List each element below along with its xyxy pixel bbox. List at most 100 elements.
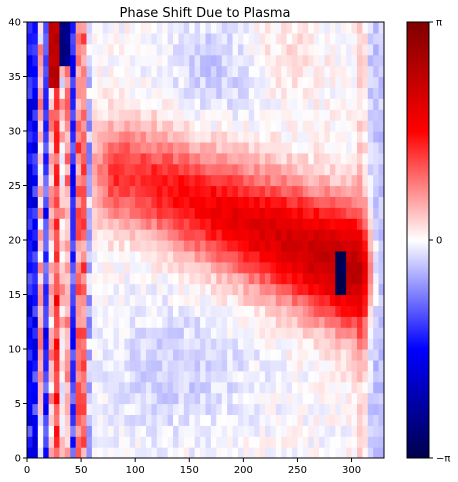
heatmap-cell bbox=[286, 43, 293, 56]
heatmap-cell bbox=[162, 316, 169, 328]
heatmap-cell bbox=[227, 229, 234, 241]
heatmap-cell bbox=[156, 272, 163, 285]
heatmap-cell bbox=[54, 141, 61, 154]
heatmap-cell bbox=[48, 54, 55, 67]
heatmap-cell bbox=[227, 109, 234, 121]
heatmap-cell bbox=[37, 425, 44, 437]
heatmap-cell bbox=[292, 185, 299, 197]
heatmap-cell bbox=[346, 185, 353, 197]
heatmap-cell bbox=[75, 436, 82, 448]
heatmap-cell bbox=[324, 109, 331, 121]
heatmap-cell bbox=[232, 65, 239, 78]
heatmap-cell bbox=[86, 98, 93, 110]
heatmap-cell bbox=[194, 87, 201, 99]
heatmap-cell bbox=[367, 305, 374, 317]
heatmap-cell bbox=[254, 294, 261, 306]
heatmap-cell bbox=[27, 76, 34, 88]
heatmap-cell bbox=[275, 283, 282, 296]
heatmap-cell bbox=[59, 76, 66, 88]
heatmap-cell bbox=[135, 359, 142, 372]
heatmap-cell bbox=[324, 141, 331, 154]
heatmap-cell bbox=[292, 414, 299, 426]
heatmap-cell bbox=[43, 392, 50, 405]
heatmap-cell bbox=[86, 359, 93, 372]
heatmap-cell bbox=[254, 207, 261, 219]
heatmap-cell bbox=[237, 305, 244, 317]
heatmap-cell bbox=[97, 152, 104, 165]
heatmap-cell bbox=[173, 32, 180, 45]
heatmap-cell bbox=[275, 392, 282, 405]
heatmap-cell bbox=[275, 54, 282, 67]
heatmap-cell bbox=[232, 141, 239, 154]
heatmap-cell bbox=[281, 207, 288, 219]
heatmap-cell bbox=[362, 22, 369, 34]
heatmap-cell bbox=[183, 436, 190, 448]
heatmap-cell bbox=[75, 425, 82, 437]
heatmap-cell bbox=[286, 131, 293, 143]
heatmap-cell bbox=[156, 283, 163, 296]
heatmap-cell bbox=[346, 43, 353, 56]
heatmap-cell bbox=[302, 316, 309, 328]
heatmap-cell bbox=[292, 316, 299, 328]
heatmap-cell bbox=[32, 370, 39, 383]
heatmap-cell bbox=[48, 359, 55, 372]
heatmap-cell bbox=[221, 43, 228, 56]
heatmap-cell bbox=[362, 163, 369, 176]
heatmap-cell bbox=[373, 381, 380, 394]
heatmap-cell bbox=[227, 32, 234, 45]
heatmap-cell bbox=[64, 54, 71, 67]
heatmap-cell bbox=[102, 425, 109, 437]
heatmap-cell bbox=[319, 163, 326, 176]
heatmap-cell bbox=[86, 109, 93, 121]
heatmap-cell bbox=[173, 327, 180, 339]
heatmap-cell bbox=[97, 283, 104, 296]
heatmap-cell bbox=[140, 294, 147, 306]
heatmap-cell bbox=[319, 436, 326, 448]
heatmap-cell bbox=[183, 87, 190, 99]
heatmap-cell bbox=[281, 436, 288, 448]
heatmap-cell bbox=[340, 98, 347, 110]
heatmap-cell bbox=[281, 294, 288, 306]
heatmap-cell bbox=[64, 305, 71, 317]
heatmap-cell bbox=[70, 109, 77, 121]
heatmap-cell bbox=[297, 327, 304, 339]
heatmap-cell bbox=[292, 218, 299, 230]
heatmap-cell bbox=[205, 272, 212, 285]
heatmap-cell bbox=[189, 43, 196, 56]
heatmap-cell bbox=[346, 229, 353, 241]
heatmap-cell bbox=[232, 381, 239, 394]
heatmap-cell bbox=[286, 272, 293, 285]
heatmap-cell bbox=[183, 414, 190, 426]
heatmap-cell bbox=[367, 43, 374, 56]
heatmap-cell bbox=[292, 87, 299, 99]
heatmap-cell bbox=[205, 207, 212, 219]
heatmap-cell bbox=[113, 414, 120, 426]
heatmap-cell bbox=[59, 283, 66, 296]
heatmap-cell bbox=[70, 196, 77, 208]
heatmap-cell bbox=[43, 229, 50, 241]
heatmap-cell bbox=[167, 65, 174, 78]
heatmap-cell bbox=[97, 349, 104, 361]
heatmap-cell bbox=[70, 87, 77, 99]
heatmap-cell bbox=[75, 76, 82, 88]
heatmap-cell bbox=[194, 381, 201, 394]
heatmap-cell bbox=[319, 76, 326, 88]
heatmap-cell bbox=[248, 32, 255, 45]
heatmap-cell bbox=[189, 174, 196, 187]
heatmap-cell bbox=[216, 120, 223, 132]
heatmap-cell bbox=[292, 272, 299, 285]
heatmap-cell bbox=[356, 425, 363, 437]
heatmap-cell bbox=[200, 207, 207, 219]
heatmap-cell bbox=[275, 120, 282, 132]
heatmap-cell bbox=[221, 32, 228, 45]
heatmap-cell bbox=[227, 120, 234, 132]
heatmap-cell bbox=[64, 65, 71, 78]
heatmap-cell bbox=[378, 349, 384, 361]
heatmap-cell bbox=[297, 414, 304, 426]
heatmap-cell bbox=[356, 163, 363, 176]
heatmap-cell bbox=[37, 109, 44, 121]
heatmap-cell bbox=[216, 403, 223, 415]
heatmap-cell bbox=[124, 305, 131, 317]
heatmap-cell bbox=[48, 250, 55, 263]
heatmap-cell bbox=[232, 338, 239, 350]
